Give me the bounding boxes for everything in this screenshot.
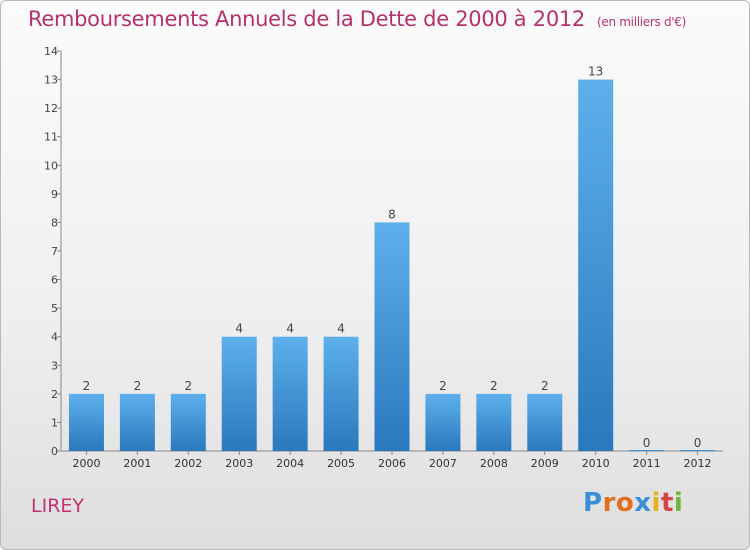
bar — [170, 393, 206, 451]
y-tick-label: 13 — [44, 74, 58, 87]
bar — [476, 393, 512, 451]
bar — [527, 393, 563, 451]
y-tick-label: 1 — [51, 416, 58, 429]
bar — [119, 393, 155, 451]
y-tick-label: 2 — [51, 388, 58, 401]
x-tick-label: 2002 — [174, 457, 202, 470]
y-tick-label: 7 — [51, 245, 58, 258]
data-label: 2 — [184, 379, 192, 393]
data-label: 4 — [337, 322, 345, 336]
y-tick-label: 0 — [51, 445, 58, 458]
x-tick-label: 2007 — [429, 457, 457, 470]
y-tick-label: 5 — [51, 302, 58, 315]
data-label: 4 — [286, 322, 294, 336]
chart-subtitle: (en milliers d'€) — [597, 15, 687, 29]
logo-letter: o — [615, 488, 635, 518]
bar — [425, 393, 461, 451]
x-tick-label: 2010 — [582, 457, 610, 470]
bar — [272, 336, 308, 451]
x-tick-label: 2001 — [123, 457, 151, 470]
data-label: 0 — [643, 436, 651, 450]
bar — [323, 336, 359, 451]
chart-title-block: Remboursements Annuels de la Dette de 20… — [28, 7, 686, 31]
x-tick-label: 2012 — [684, 457, 712, 470]
x-tick-label: 2005 — [327, 457, 355, 470]
x-tick-label: 2004 — [276, 457, 304, 470]
chart-labels: 2 2 2 4 4 4 8 2 2 2 13 0 0 — [83, 65, 702, 450]
data-label: 8 — [388, 207, 396, 221]
data-label: 2 — [83, 379, 91, 393]
x-tick-label: 2003 — [225, 457, 253, 470]
y-tick-label: 6 — [51, 274, 58, 287]
bar — [221, 336, 257, 451]
y-tick-label: 9 — [51, 188, 58, 201]
y-tick-label: 14 — [44, 45, 58, 58]
logo-letter: x — [634, 488, 652, 518]
x-tick-label: 2008 — [480, 457, 508, 470]
logo-letter: P — [583, 488, 603, 518]
y-tick-label: 4 — [51, 331, 58, 344]
y-tick-label: 10 — [44, 159, 58, 172]
chart-bars — [68, 79, 716, 452]
data-label: 4 — [235, 322, 243, 336]
proxiti-logo: Proxiti — [583, 488, 683, 518]
x-tick-label: 2009 — [531, 457, 559, 470]
y-tick-label: 3 — [51, 359, 58, 372]
logo-letter: i — [673, 488, 684, 518]
data-label: 2 — [490, 379, 498, 393]
data-label: 2 — [439, 379, 447, 393]
bar — [68, 393, 104, 451]
logo-letter: t — [660, 488, 674, 518]
x-tick-label: 2006 — [378, 457, 406, 470]
y-tick-label: 12 — [44, 102, 58, 115]
bar — [374, 222, 410, 451]
x-tick-label: 2000 — [72, 457, 100, 470]
bar — [578, 79, 614, 452]
y-tick-label: 8 — [51, 216, 58, 229]
logo-letter: i — [651, 488, 661, 518]
y-tick-label: 11 — [44, 131, 58, 144]
logo-letter: r — [602, 488, 616, 518]
data-label: 13 — [588, 65, 603, 79]
chart-title: Remboursements Annuels de la Dette de 20… — [28, 7, 585, 31]
data-label: 0 — [694, 436, 702, 450]
data-label: 2 — [541, 379, 549, 393]
data-label: 2 — [134, 379, 142, 393]
x-tick-label: 2011 — [633, 457, 661, 470]
town-name: LIREY — [31, 495, 85, 517]
